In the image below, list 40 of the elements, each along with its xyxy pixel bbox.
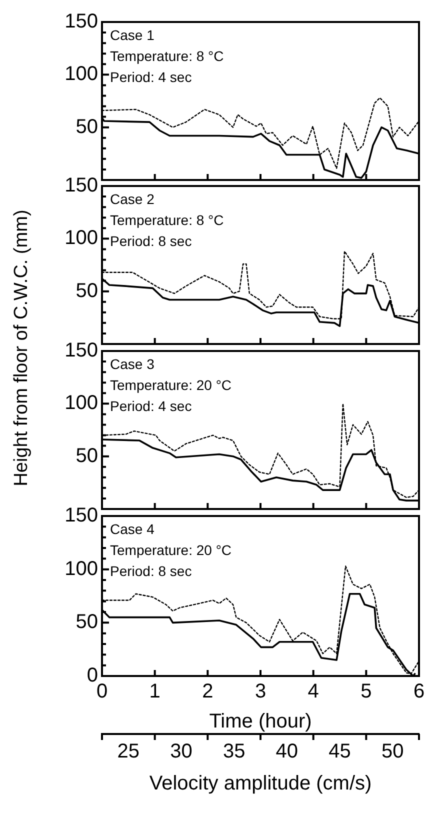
y-tick-label: 150 xyxy=(64,10,98,33)
x-axis-title: Time (hour) xyxy=(209,710,312,733)
y-tick-label: 150 xyxy=(64,174,98,197)
x2-tick-label: 50 xyxy=(381,740,404,763)
x-tick-label: 3 xyxy=(254,680,266,703)
x2-tick-label: 30 xyxy=(170,740,192,763)
y-tick-label: 100 xyxy=(64,227,98,250)
y-tick-label: 100 xyxy=(64,63,98,86)
y-tick-label: 0 xyxy=(86,664,98,687)
y-tick-label: 50 xyxy=(76,611,98,634)
annotation: Period: 8 sec xyxy=(110,233,192,249)
x-tick-label: 5 xyxy=(360,680,372,703)
annotation: Temperature: 8 °C xyxy=(110,48,224,64)
x2-tick-label: 45 xyxy=(328,740,351,763)
x-tick-label: 4 xyxy=(308,680,319,703)
annotation: Case 1 xyxy=(110,27,155,43)
y-tick-label: 100 xyxy=(64,558,98,580)
annotation: Period: 4 sec xyxy=(110,398,192,414)
y-tick-label: 150 xyxy=(64,504,98,527)
annotation: Period: 8 sec xyxy=(110,563,192,579)
annotation: Case 4 xyxy=(110,521,155,537)
annotation: Temperature: 20 °C xyxy=(110,377,232,393)
y-tick-label: 50 xyxy=(76,280,98,302)
annotation: Period: 4 sec xyxy=(110,69,192,85)
x2-tick-label: 25 xyxy=(117,740,140,763)
x-tick-label: 6 xyxy=(413,680,425,703)
x-tick-label: 2 xyxy=(202,680,214,703)
annotation: Temperature: 20 °C xyxy=(110,542,232,558)
x2-tick-label: 40 xyxy=(276,740,298,763)
annotation: Case 2 xyxy=(110,191,155,207)
y-axis-title: Height from floor of C.W.C. (mm) xyxy=(11,210,33,486)
y-tick-label: 50 xyxy=(76,444,98,467)
y-tick-label: 100 xyxy=(64,392,98,414)
x2-axis-title: Velocity amplitude (cm/s) xyxy=(149,772,372,795)
x-tick-label: 1 xyxy=(149,680,160,703)
x2-tick-label: 35 xyxy=(222,740,246,763)
y-tick-label: 150 xyxy=(64,340,98,362)
annotation: Case 3 xyxy=(110,356,155,372)
annotation: Temperature: 8 °C xyxy=(110,212,224,228)
y-tick-label: 50 xyxy=(76,116,98,138)
